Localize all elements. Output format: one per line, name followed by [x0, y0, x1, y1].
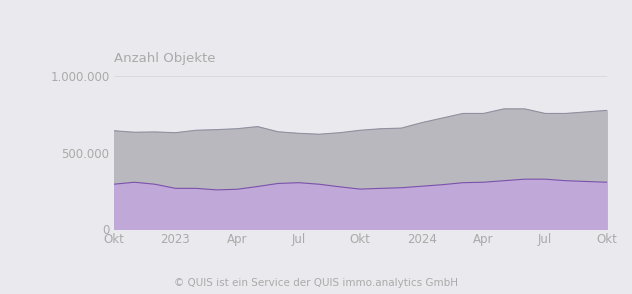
Text: Anzahl Objekte: Anzahl Objekte — [114, 52, 216, 65]
Text: © QUIS ist ein Service der QUIS immo.analytics GmbH: © QUIS ist ein Service der QUIS immo.ana… — [174, 278, 458, 288]
